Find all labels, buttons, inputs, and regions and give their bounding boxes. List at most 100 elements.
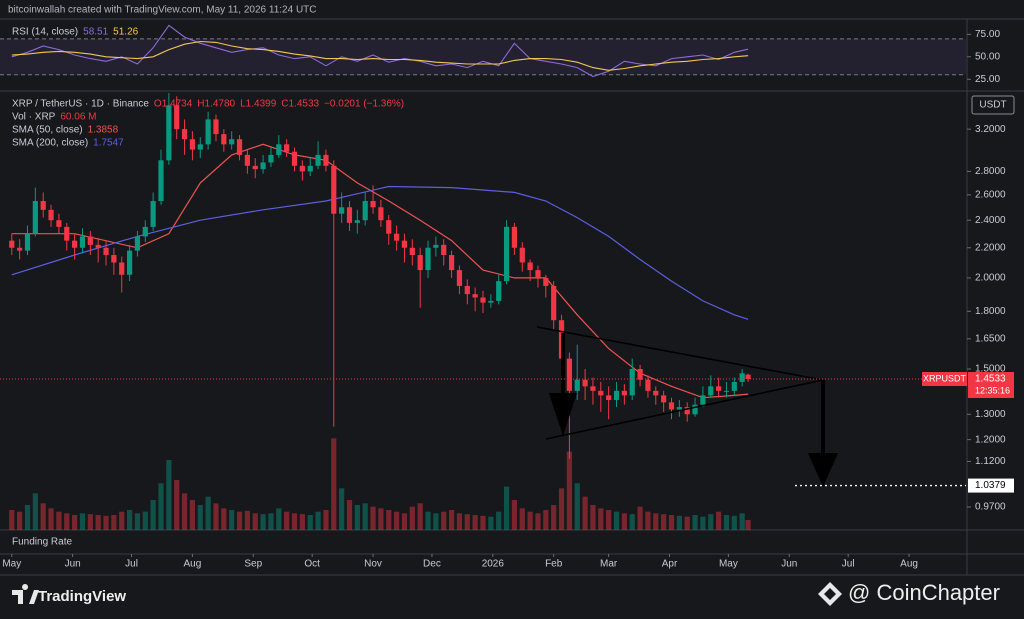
- x-tick-label: Sep: [244, 559, 262, 570]
- volume-bar: [284, 511, 290, 530]
- legend-value: 60.06 M: [60, 112, 96, 123]
- candle-body: [284, 144, 290, 152]
- volume-bar: [425, 511, 431, 530]
- volume-bar: [708, 514, 714, 530]
- candle-body: [645, 379, 651, 391]
- volume-bar: [221, 508, 227, 530]
- candle-body: [221, 134, 227, 145]
- target-label: 1.0379: [975, 480, 1006, 491]
- volume-bar: [362, 503, 368, 530]
- x-tick-label: Jun: [65, 559, 81, 570]
- candle-body: [511, 226, 518, 248]
- rsi-band: [0, 38, 966, 75]
- candle-body: [56, 220, 62, 227]
- rsi-tick-label: 25.00: [975, 74, 1000, 85]
- y-tick-label: 2.6000: [975, 190, 1006, 201]
- volume-bar: [181, 493, 188, 530]
- candle-body: [119, 262, 125, 275]
- y-tick-label: 1.6500: [975, 333, 1006, 344]
- volume-bar: [346, 500, 353, 530]
- candle-body: [488, 300, 494, 303]
- candle-body: [535, 270, 541, 278]
- volume-bar: [72, 515, 78, 530]
- rsi-title: RSI (14, close): [12, 27, 78, 38]
- candle-body: [17, 247, 23, 251]
- rsi-value: 58.51: [83, 27, 108, 38]
- volume-bar: [448, 510, 455, 530]
- candle-body: [566, 358, 572, 391]
- funding-title: Funding Rate: [12, 537, 72, 548]
- candle-body: [480, 297, 486, 303]
- volume-bar: [645, 511, 651, 530]
- volume-bar: [417, 503, 423, 530]
- volume-bar: [637, 506, 643, 530]
- volume-bar: [87, 514, 93, 530]
- triangle-upper: [536, 326, 824, 381]
- volume-bar: [394, 511, 400, 530]
- candle-body: [244, 154, 250, 166]
- candle-body: [519, 247, 525, 263]
- rsi-value: 51.26: [113, 27, 138, 38]
- x-tick-label: Mar: [600, 559, 618, 570]
- volume-bar: [558, 488, 565, 530]
- candle-body: [613, 390, 620, 401]
- volume-bar: [260, 514, 266, 530]
- y-tick-label: 3.2000: [975, 124, 1006, 135]
- x-tick-label: Jun: [781, 559, 797, 570]
- volume-bar: [433, 513, 439, 530]
- volume-bar: [134, 513, 141, 530]
- candle-body: [24, 233, 31, 251]
- y-tick-label: 2.0000: [975, 273, 1006, 284]
- volume-bar: [582, 496, 588, 530]
- volume-bar: [150, 500, 156, 530]
- x-tick-label: Dec: [423, 559, 441, 570]
- x-tick-label: Jul: [125, 559, 138, 570]
- volume-bar: [739, 513, 745, 530]
- candle-body: [370, 201, 376, 208]
- candle-body: [32, 201, 38, 234]
- candle-body: [236, 139, 243, 155]
- volume-bar: [574, 483, 580, 530]
- volume-bar: [48, 508, 54, 530]
- volume-bar: [723, 515, 730, 530]
- volume-bar: [236, 511, 243, 530]
- volume-bar: [95, 515, 101, 530]
- volume-bar: [496, 511, 502, 530]
- volume-bar: [205, 496, 211, 530]
- candle-body: [590, 386, 596, 391]
- volume-bar: [409, 506, 415, 530]
- candle-body: [197, 144, 203, 150]
- y-tick-label: 2.2000: [975, 242, 1006, 253]
- candle-body: [503, 226, 510, 282]
- candle-body: [684, 407, 690, 415]
- volume-bar: [598, 508, 604, 530]
- volume-bar: [166, 460, 172, 530]
- y-tick-label: 1.5000: [975, 364, 1006, 375]
- y-tick-label: 1.3000: [975, 409, 1006, 420]
- volume-bar: [716, 511, 722, 530]
- symbol-box: [922, 372, 967, 387]
- candle-body: [40, 201, 46, 210]
- x-tick-label: Nov: [364, 559, 382, 570]
- volume-bar: [621, 513, 627, 530]
- volume-bar: [386, 510, 392, 530]
- volume-bar: [189, 500, 196, 530]
- volume-bar: [252, 513, 258, 530]
- x-tick-label: 2026: [482, 559, 505, 570]
- volume-bar: [472, 515, 478, 530]
- rsi-line: [11, 40, 749, 71]
- volume-bar: [745, 519, 751, 530]
- volume-bar: [653, 513, 659, 530]
- candle-body: [111, 255, 117, 263]
- volume-bar: [464, 514, 470, 530]
- candle-body: [142, 226, 148, 237]
- rsi-pane: [0, 24, 966, 78]
- volume-bar: [456, 513, 463, 530]
- candle-body: [739, 373, 745, 382]
- legend-value: 1.7547: [93, 138, 124, 149]
- candle-body: [425, 247, 431, 271]
- volume-bar: [299, 514, 305, 530]
- candle-body: [700, 395, 706, 405]
- volume-bar: [551, 505, 557, 530]
